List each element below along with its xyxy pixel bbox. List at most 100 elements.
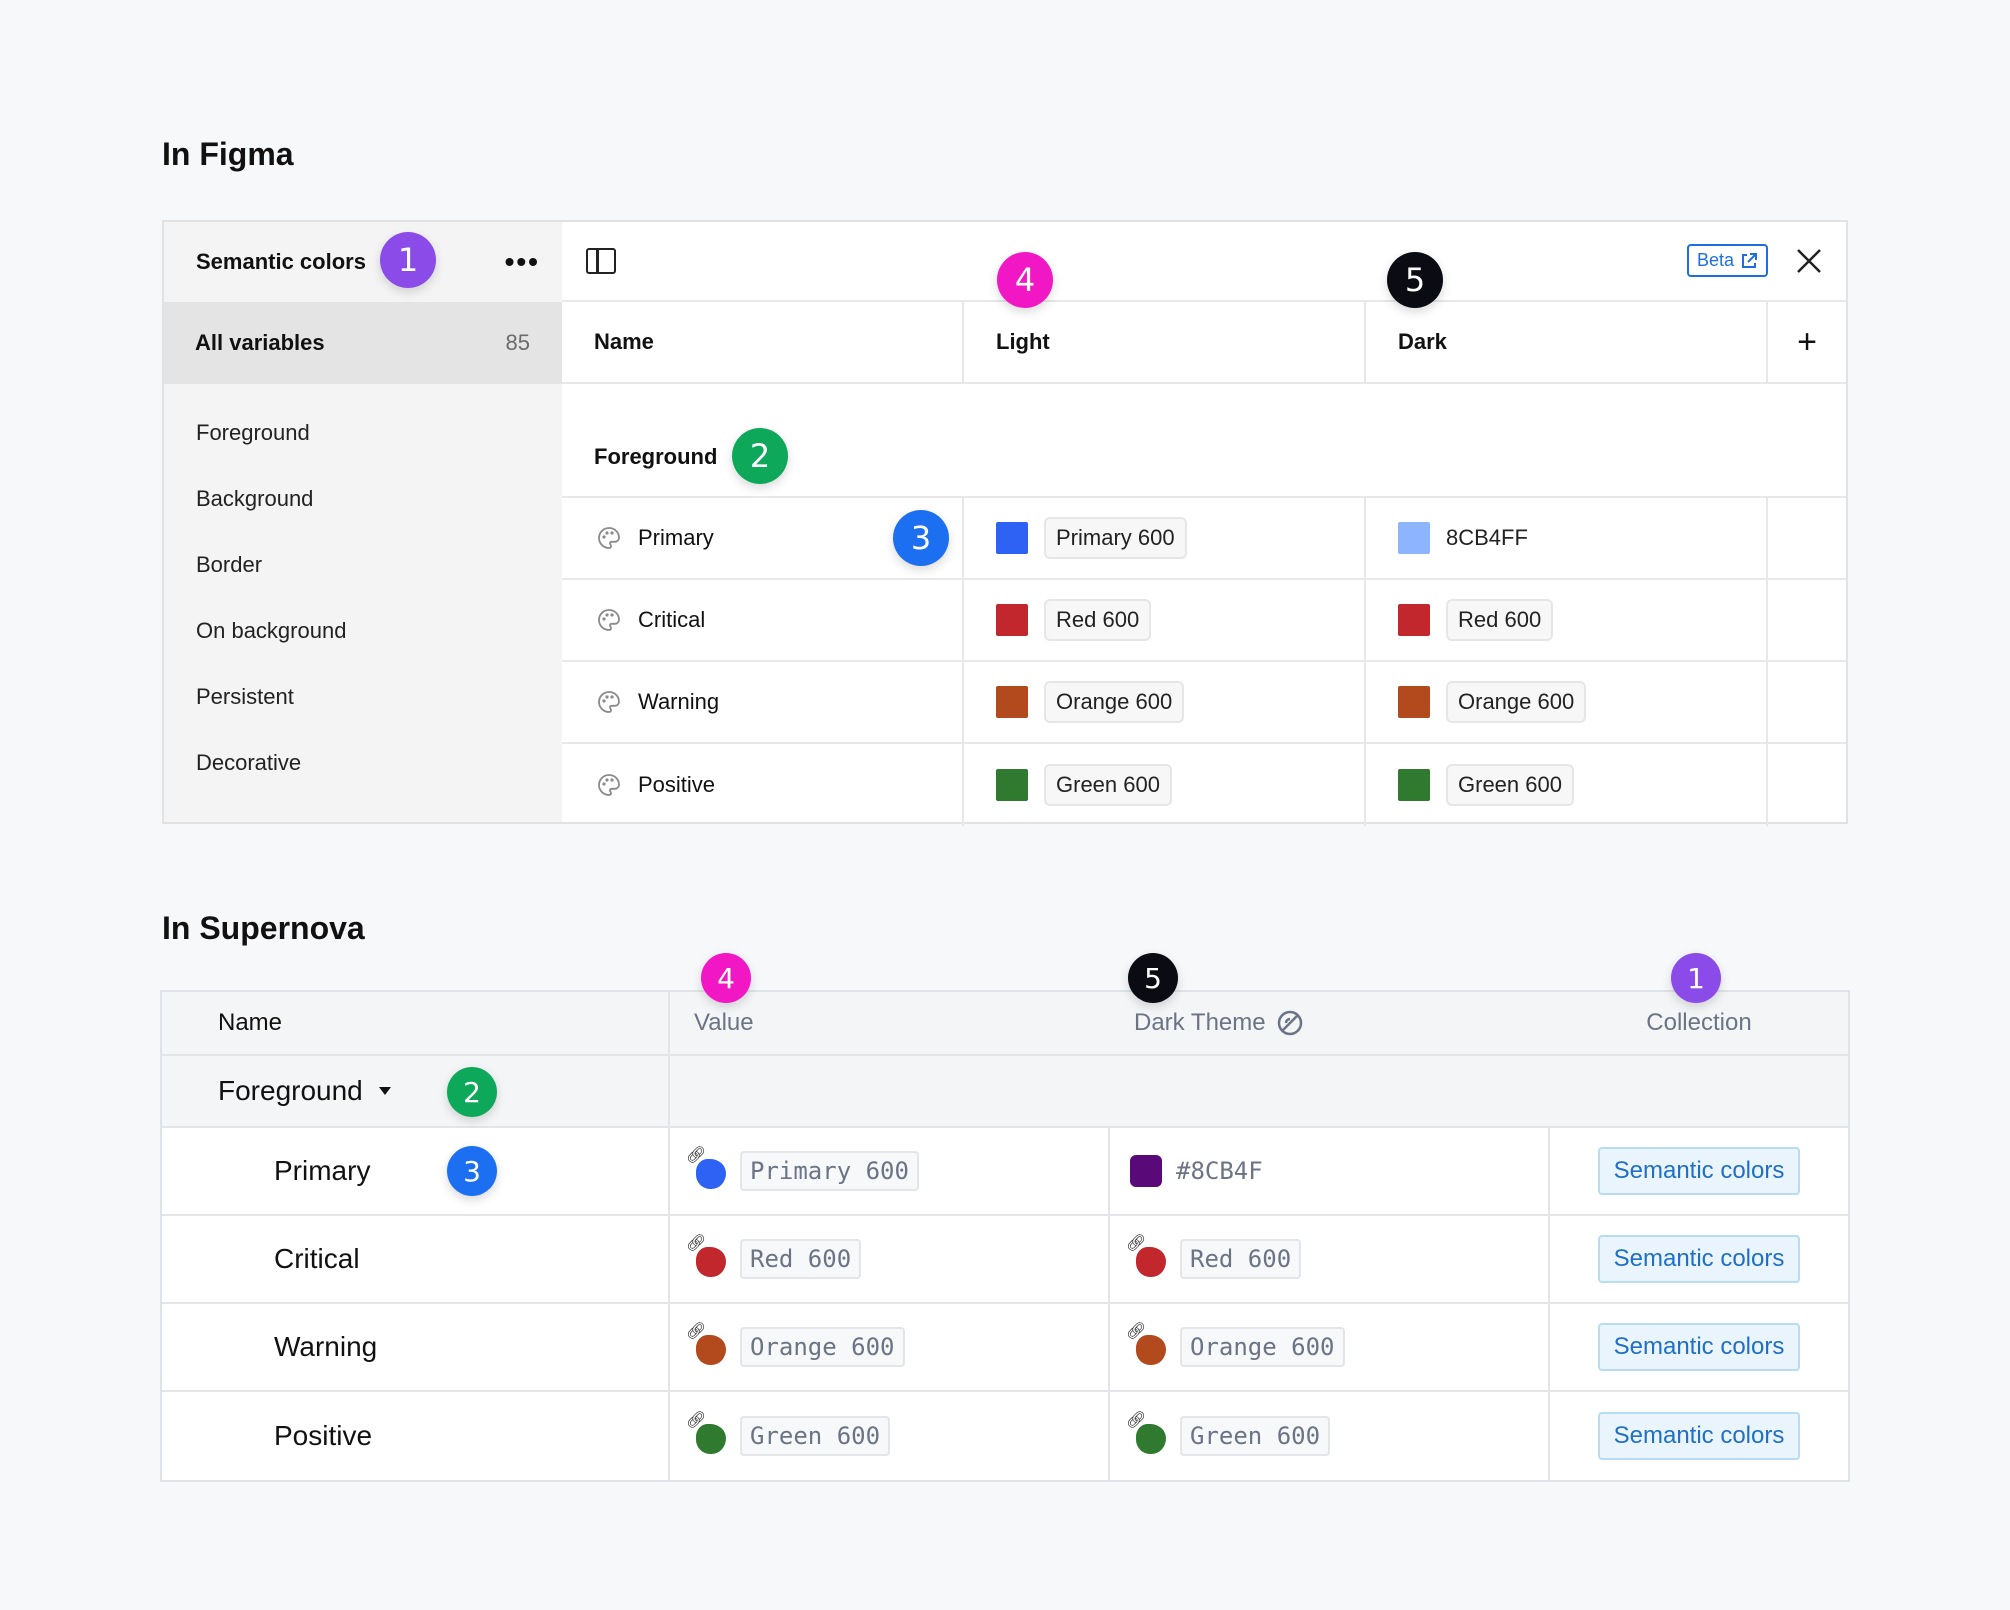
collection-tag[interactable]: Semantic colors <box>1597 1147 1801 1195</box>
column-header-dark[interactable]: Dark <box>1366 302 1768 382</box>
supernova-section-title: In Supernova <box>162 910 365 946</box>
light-value-cell[interactable]: Primary 600 <box>964 498 1366 578</box>
token-name[interactable]: Warning <box>162 1304 670 1390</box>
alias-pill[interactable]: Red 600 <box>1180 1239 1302 1279</box>
sidebar-toggle-icon[interactable] <box>586 248 616 274</box>
variable-row[interactable]: Critical Red 600 Red 600 <box>562 580 1846 662</box>
dark-value-cell[interactable]: Orange 600 <box>1366 662 1768 742</box>
hex-value[interactable]: 8CB4FF <box>1446 525 1528 550</box>
link-icon: 🔗︎ <box>1126 1321 1147 1340</box>
variable-name-cell[interactable]: Primary <box>562 498 964 578</box>
color-swatch <box>1130 1155 1162 1187</box>
link-icon: 🔗︎ <box>686 1410 707 1429</box>
token-row[interactable]: Primary 🔗︎ Primary 600 #8CB4F Semantic color… <box>162 1128 1848 1216</box>
group-item-persistent[interactable]: Persistent <box>196 684 294 709</box>
linked-color-icon: 🔗︎ <box>1126 1235 1166 1277</box>
color-swatch <box>1398 522 1430 554</box>
hex-value: #8CB4F <box>1176 1157 1263 1185</box>
variable-row[interactable]: Warning Orange 600 Orange 600 <box>562 662 1846 744</box>
variable-name-cell[interactable]: Critical <box>562 580 964 660</box>
alias-pill[interactable]: Red 600 <box>1446 599 1554 641</box>
group-item-foreground[interactable]: Foreground <box>196 420 310 445</box>
badge-3: 3 <box>447 1146 497 1196</box>
empty-cell <box>1768 744 1846 826</box>
variable-name: Warning <box>638 689 720 714</box>
value-cell[interactable]: 🔗︎ Primary 600 <box>670 1128 1110 1214</box>
link-icon: 🔗︎ <box>1126 1410 1147 1429</box>
variable-name: Primary <box>638 525 714 550</box>
variable-name-cell[interactable]: Positive <box>562 744 964 826</box>
column-header-light[interactable]: Light <box>964 302 1366 382</box>
link-icon: 🔗︎ <box>1126 1233 1147 1252</box>
beta-badge[interactable]: Beta <box>1686 244 1768 277</box>
group-row[interactable]: Foreground <box>162 1056 1848 1128</box>
beta-label: Beta <box>1696 250 1734 270</box>
dark-theme-cell[interactable]: #8CB4F <box>1110 1128 1550 1214</box>
group-item-border[interactable]: Border <box>196 552 263 577</box>
token-name[interactable]: Primary <box>162 1128 670 1214</box>
dark-theme-cell[interactable]: 🔗︎ Green 600 <box>1110 1392 1550 1480</box>
alias-pill[interactable]: Green 600 <box>1446 764 1574 806</box>
value-cell[interactable]: 🔗︎ Green 600 <box>670 1392 1110 1480</box>
collection-tag[interactable]: Semantic colors <box>1597 1412 1801 1460</box>
column-header-name[interactable]: Name <box>562 302 964 382</box>
collection-cell: Semantic colors <box>1550 1128 1848 1214</box>
variables-table: Beta Name Light Dark + Foreground Primar… <box>562 222 1846 826</box>
alias-pill[interactable]: Orange 600 <box>1446 681 1587 723</box>
empty-cell <box>1768 662 1846 742</box>
group-item-on-background[interactable]: On background <box>196 618 347 643</box>
badge-1: 1 <box>1671 953 1721 1003</box>
column-header-dark-theme[interactable]: Dark Theme <box>1110 992 1550 1054</box>
ellipsis-icon[interactable]: ••• <box>504 246 540 277</box>
variable-row[interactable]: Positive Green 600 Green 600 <box>562 744 1846 826</box>
variable-name-cell[interactable]: Warning <box>562 662 964 742</box>
group-item-decorative[interactable]: Decorative <box>196 750 302 775</box>
alias-pill[interactable]: Orange 600 <box>1180 1327 1345 1367</box>
token-row[interactable]: Warning 🔗︎ Orange 600 🔗︎ Orange 600 Semantic … <box>162 1304 1848 1392</box>
all-variables-item[interactable]: All variables 85 <box>164 302 562 384</box>
caret-down-icon[interactable] <box>377 1085 393 1097</box>
column-header-collection[interactable]: Collection <box>1646 1009 1752 1036</box>
collection-tag[interactable]: Semantic colors <box>1597 1235 1801 1283</box>
dark-theme-label: Dark Theme <box>1134 1009 1266 1036</box>
alias-pill[interactable]: Green 600 <box>1180 1416 1331 1456</box>
light-value-cell[interactable]: Red 600 <box>964 580 1366 660</box>
alias-pill[interactable]: Primary 600 <box>740 1151 919 1191</box>
alias-pill[interactable]: Orange 600 <box>740 1327 905 1367</box>
dark-value-cell[interactable]: 8CB4FF <box>1366 498 1768 578</box>
alias-pill[interactable]: Primary 600 <box>1044 517 1187 559</box>
color-swatch <box>996 686 1028 718</box>
color-swatch <box>1398 769 1430 801</box>
token-row[interactable]: Critical 🔗︎ Red 600 🔗︎ Red 600 Semantic color… <box>162 1216 1848 1304</box>
badge-2: 2 <box>732 428 788 484</box>
light-value-cell[interactable]: Green 600 <box>964 744 1366 826</box>
token-row[interactable]: Positive 🔗︎ Green 600 🔗︎ Green 600 Semantic c… <box>162 1392 1848 1480</box>
token-name[interactable]: Critical <box>162 1216 670 1302</box>
group-item-background[interactable]: Background <box>196 486 314 511</box>
alias-pill[interactable]: Green 600 <box>1044 764 1172 806</box>
dark-value-cell[interactable]: Red 600 <box>1366 580 1768 660</box>
all-variables-count: 85 <box>505 330 530 355</box>
alias-pill[interactable]: Red 600 <box>740 1239 862 1279</box>
token-name[interactable]: Positive <box>162 1392 670 1480</box>
column-header-name[interactable]: Name <box>162 992 670 1054</box>
light-value-cell[interactable]: Orange 600 <box>964 662 1366 742</box>
collection-tag[interactable]: Semantic colors <box>1597 1323 1801 1371</box>
all-variables-label: All variables <box>195 330 325 355</box>
variable-rows: Primary Primary 600 8CB4FF Critical Red 600 R… <box>562 498 1846 826</box>
collection-header[interactable]: Semantic colors ••• <box>164 222 562 302</box>
close-icon[interactable] <box>1792 244 1826 278</box>
column-header-value[interactable]: Value <box>694 1009 754 1036</box>
alias-pill[interactable]: Red 600 <box>1044 599 1152 641</box>
alias-pill[interactable]: Orange 600 <box>1044 681 1185 723</box>
supernova-tokens-table: Name Value Dark Theme Collection Foregro… <box>160 990 1850 1482</box>
dark-theme-cell[interactable]: 🔗︎ Orange 600 <box>1110 1304 1550 1390</box>
value-cell[interactable]: 🔗︎ Orange 600 <box>670 1304 1110 1390</box>
dark-theme-cell[interactable]: 🔗︎ Red 600 <box>1110 1216 1550 1302</box>
linked-color-icon: 🔗︎ <box>686 1235 726 1277</box>
value-cell[interactable]: 🔗︎ Red 600 <box>670 1216 1110 1302</box>
add-mode-icon[interactable]: + <box>1797 322 1817 361</box>
alias-pill[interactable]: Green 600 <box>740 1416 891 1456</box>
dark-value-cell[interactable]: Green 600 <box>1366 744 1768 826</box>
variable-row[interactable]: Primary Primary 600 8CB4FF <box>562 498 1846 580</box>
